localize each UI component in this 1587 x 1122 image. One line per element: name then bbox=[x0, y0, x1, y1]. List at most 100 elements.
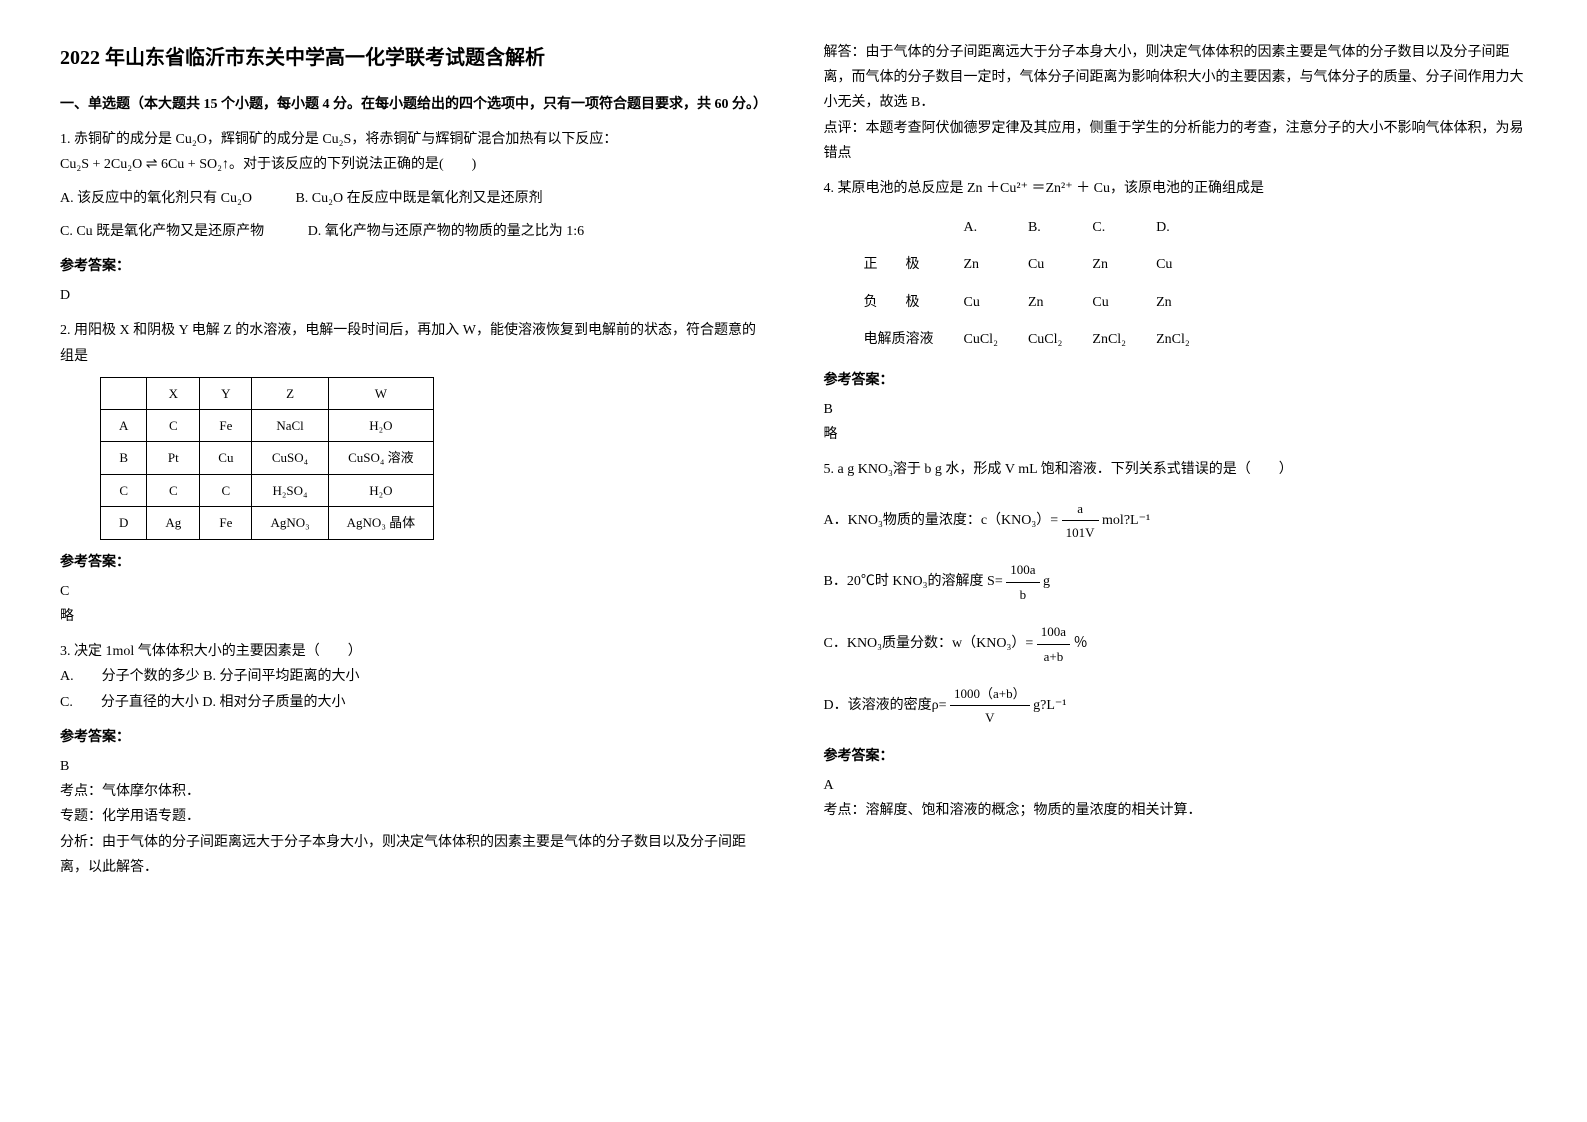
q1-option-b: B. Cu₂O 在反应中既是氧化剂又是还原剂 bbox=[295, 186, 542, 211]
q5-b-post: g bbox=[1043, 575, 1050, 590]
q5-a-pre: A．KNO₃物质的量浓度：c（KNO₃）= bbox=[824, 513, 1059, 528]
q4-colB: B. bbox=[1028, 209, 1092, 246]
q5-stem: 5. a g KNO₃溶于 b g 水，形成 V mL 饱和溶液．下列关系式错误… bbox=[824, 457, 1528, 482]
page-title: 2022 年山东省临沂市东关中学高一化学联考试题含解析 bbox=[60, 40, 764, 76]
q5-b-num: 100a bbox=[1006, 558, 1039, 582]
q3-dianping: 点评：本题考查阿伏伽德罗定律及其应用，侧重于学生的分析能力的考查，注意分子的大小… bbox=[824, 116, 1528, 166]
q4-elec-d: ZnCl₂ bbox=[1156, 321, 1220, 358]
q3-answer: B bbox=[60, 754, 764, 779]
q4-row-neg-label: 负 极 bbox=[864, 284, 964, 321]
q4-pos-c: Zn bbox=[1092, 246, 1156, 283]
q5-kaodian: 考点：溶解度、饱和溶液的概念；物质的量浓度的相关计算． bbox=[824, 798, 1528, 823]
q2-answer-label: 参考答案： bbox=[60, 550, 764, 575]
q3-option-d: D. 相对分子质量的大小 bbox=[202, 695, 345, 710]
q4-neg-d: Zn bbox=[1156, 284, 1220, 321]
q2-r3c0: D bbox=[101, 507, 147, 539]
q2-r3c3: AgNO₃ bbox=[252, 507, 328, 539]
q3-fenxi: 分析：由于气体的分子间距离远大于分子本身大小，则决定气体体积的因素主要是气体的分… bbox=[60, 830, 764, 880]
q2-th-4: W bbox=[328, 377, 433, 409]
q4-elec-c: ZnCl₂ bbox=[1092, 321, 1156, 358]
q1-stem: 1. 赤铜矿的成分是 Cu₂O，辉铜矿的成分是 Cu₂S，将赤铜矿与辉铜矿混合加… bbox=[60, 127, 764, 152]
q2-r3c1: Ag bbox=[147, 507, 200, 539]
question-5: 5. a g KNO₃溶于 b g 水，形成 V mL 饱和溶液．下列关系式错误… bbox=[824, 457, 1528, 729]
q4-colC: C. bbox=[1092, 209, 1156, 246]
q5-d-pre: D．该溶液的密度ρ= bbox=[824, 698, 947, 713]
q4-elec-label: 电解质溶液 bbox=[864, 321, 964, 358]
q2-r0c4: H₂O bbox=[328, 410, 433, 442]
q3-zhuanti: 专题：化学用语专题． bbox=[60, 804, 764, 829]
q5-a-post: mol?L⁻¹ bbox=[1102, 513, 1150, 528]
q3-jieda: 解答：由于气体的分子间距离远大于分子本身大小，则决定气体体积的因素主要是气体的分… bbox=[824, 40, 1528, 116]
q5-b-pre: B．20℃时 KNO₃的溶解度 S= bbox=[824, 575, 1003, 590]
q2-th-0 bbox=[101, 377, 147, 409]
q4-pos-d: Cu bbox=[1156, 246, 1220, 283]
q3-option-b: B. 分子间平均距离的大小 bbox=[203, 669, 359, 684]
q4-colA: A. bbox=[964, 209, 1028, 246]
q2-r0c1: C bbox=[147, 410, 200, 442]
q4-neg-b: Zn bbox=[1028, 284, 1092, 321]
q5-a-den: 101V bbox=[1062, 521, 1099, 544]
q2-table: X Y Z W A C Fe NaCl H₂O B Pt Cu CuSO₄ bbox=[100, 377, 434, 540]
q1-answer: D bbox=[60, 283, 764, 308]
q2-r2c4: H₂O bbox=[328, 474, 433, 506]
q5-b-frac: 100a b bbox=[1006, 558, 1039, 606]
q5-option-d: D．该溶液的密度ρ= 1000（a+b） V g?L⁻¹ bbox=[824, 682, 1528, 730]
q2-r2c3: H₂SO₄ bbox=[252, 474, 328, 506]
question-1: 1. 赤铜矿的成分是 Cu₂O，辉铜矿的成分是 Cu₂S，将赤铜矿与辉铜矿混合加… bbox=[60, 127, 764, 244]
q2-r0c0: A bbox=[101, 410, 147, 442]
q2-note: 略 bbox=[60, 604, 764, 629]
q5-c-num: 100a bbox=[1037, 620, 1070, 644]
question-4: 4. 某原电池的总反应是 Zn ＋Cu²⁺ ＝Zn²⁺ ＋ Cu，该原电池的正确… bbox=[824, 176, 1528, 358]
q4-answer-label: 参考答案： bbox=[824, 368, 1528, 393]
q2-r1c2: Cu bbox=[200, 442, 252, 474]
q2-r2c1: C bbox=[147, 474, 200, 506]
q2-r0c2: Fe bbox=[200, 410, 252, 442]
q2-r1c1: Pt bbox=[147, 442, 200, 474]
q3-stem: 3. 决定 1mol 气体体积大小的主要因素是（ ） bbox=[60, 639, 764, 664]
q5-b-den: b bbox=[1006, 583, 1039, 606]
q5-option-c: C．KNO₃质量分数：w（KNO₃）= 100a a+b ％ bbox=[824, 620, 1528, 668]
q2-r0c3: NaCl bbox=[252, 410, 328, 442]
q5-d-den: V bbox=[950, 706, 1030, 729]
q2-r2c2: C bbox=[200, 474, 252, 506]
q1-answer-label: 参考答案： bbox=[60, 254, 764, 279]
q4-elec-a: CuCl₂ bbox=[964, 321, 1028, 358]
q5-c-den: a+b bbox=[1037, 645, 1070, 668]
q5-a-num: a bbox=[1062, 497, 1099, 521]
q2-th-1: X bbox=[147, 377, 200, 409]
q2-th-3: Z bbox=[252, 377, 328, 409]
q5-option-b: B．20℃时 KNO₃的溶解度 S= 100a b g bbox=[824, 558, 1528, 606]
q5-a-frac: a 101V bbox=[1062, 497, 1099, 545]
q3-option-c: C. 分子直径的大小 bbox=[60, 695, 199, 710]
q1-option-a: A. 该反应中的氧化剂只有 Cu₂O bbox=[60, 186, 252, 211]
q2-stem: 2. 用阳极 X 和阴极 Y 电解 Z 的水溶液，电解一段时间后，再加入 W，能… bbox=[60, 318, 764, 368]
q4-note: 略 bbox=[824, 422, 1528, 447]
q1-equation: Cu₂S + 2Cu₂O ⇌ 6Cu + SO₂↑。对于该反应的下列说法正确的是… bbox=[60, 152, 764, 177]
q4-neg-a: Cu bbox=[964, 284, 1028, 321]
section-one-heading: 一、单选题（本大题共 15 个小题，每小题 4 分。在每小题给出的四个选项中，只… bbox=[60, 92, 764, 117]
question-2: 2. 用阳极 X 和阴极 Y 电解 Z 的水溶液，电解一段时间后，再加入 W，能… bbox=[60, 318, 764, 539]
q4-answer: B bbox=[824, 397, 1528, 422]
q4-neg-c: Cu bbox=[1092, 284, 1156, 321]
q5-c-frac: 100a a+b bbox=[1037, 620, 1070, 668]
q3-answer-label: 参考答案： bbox=[60, 725, 764, 750]
q4-elec-b: CuCl₂ bbox=[1028, 321, 1092, 358]
q5-c-post: ％ bbox=[1074, 636, 1088, 651]
q2-r1c3: CuSO₄ bbox=[252, 442, 328, 474]
question-3: 3. 决定 1mol 气体体积大小的主要因素是（ ） A. 分子个数的多少 B.… bbox=[60, 639, 764, 715]
q5-answer-label: 参考答案： bbox=[824, 744, 1528, 769]
q4-table: A. B. C. D. 正 极 Zn Cu Zn Cu 负 极 Cu Zn Cu bbox=[864, 209, 1220, 358]
q2-r3c2: Fe bbox=[200, 507, 252, 539]
q5-d-num: 1000（a+b） bbox=[950, 682, 1030, 706]
q4-stem: 4. 某原电池的总反应是 Zn ＋Cu²⁺ ＝Zn²⁺ ＋ Cu，该原电池的正确… bbox=[824, 176, 1528, 201]
q5-d-post: g?L⁻¹ bbox=[1033, 698, 1066, 713]
q2-answer: C bbox=[60, 579, 764, 604]
q5-d-frac: 1000（a+b） V bbox=[950, 682, 1030, 730]
q4-pos-b: Cu bbox=[1028, 246, 1092, 283]
q2-r3c4: AgNO₃ 晶体 bbox=[328, 507, 433, 539]
q5-c-pre: C．KNO₃质量分数：w（KNO₃）= bbox=[824, 636, 1034, 651]
q4-row-pos-label: 正 极 bbox=[864, 246, 964, 283]
q2-th-2: Y bbox=[200, 377, 252, 409]
q1-option-d: D. 氧化产物与还原产物的物质的量之比为 1:6 bbox=[308, 219, 585, 244]
q4-colD: D. bbox=[1156, 209, 1220, 246]
